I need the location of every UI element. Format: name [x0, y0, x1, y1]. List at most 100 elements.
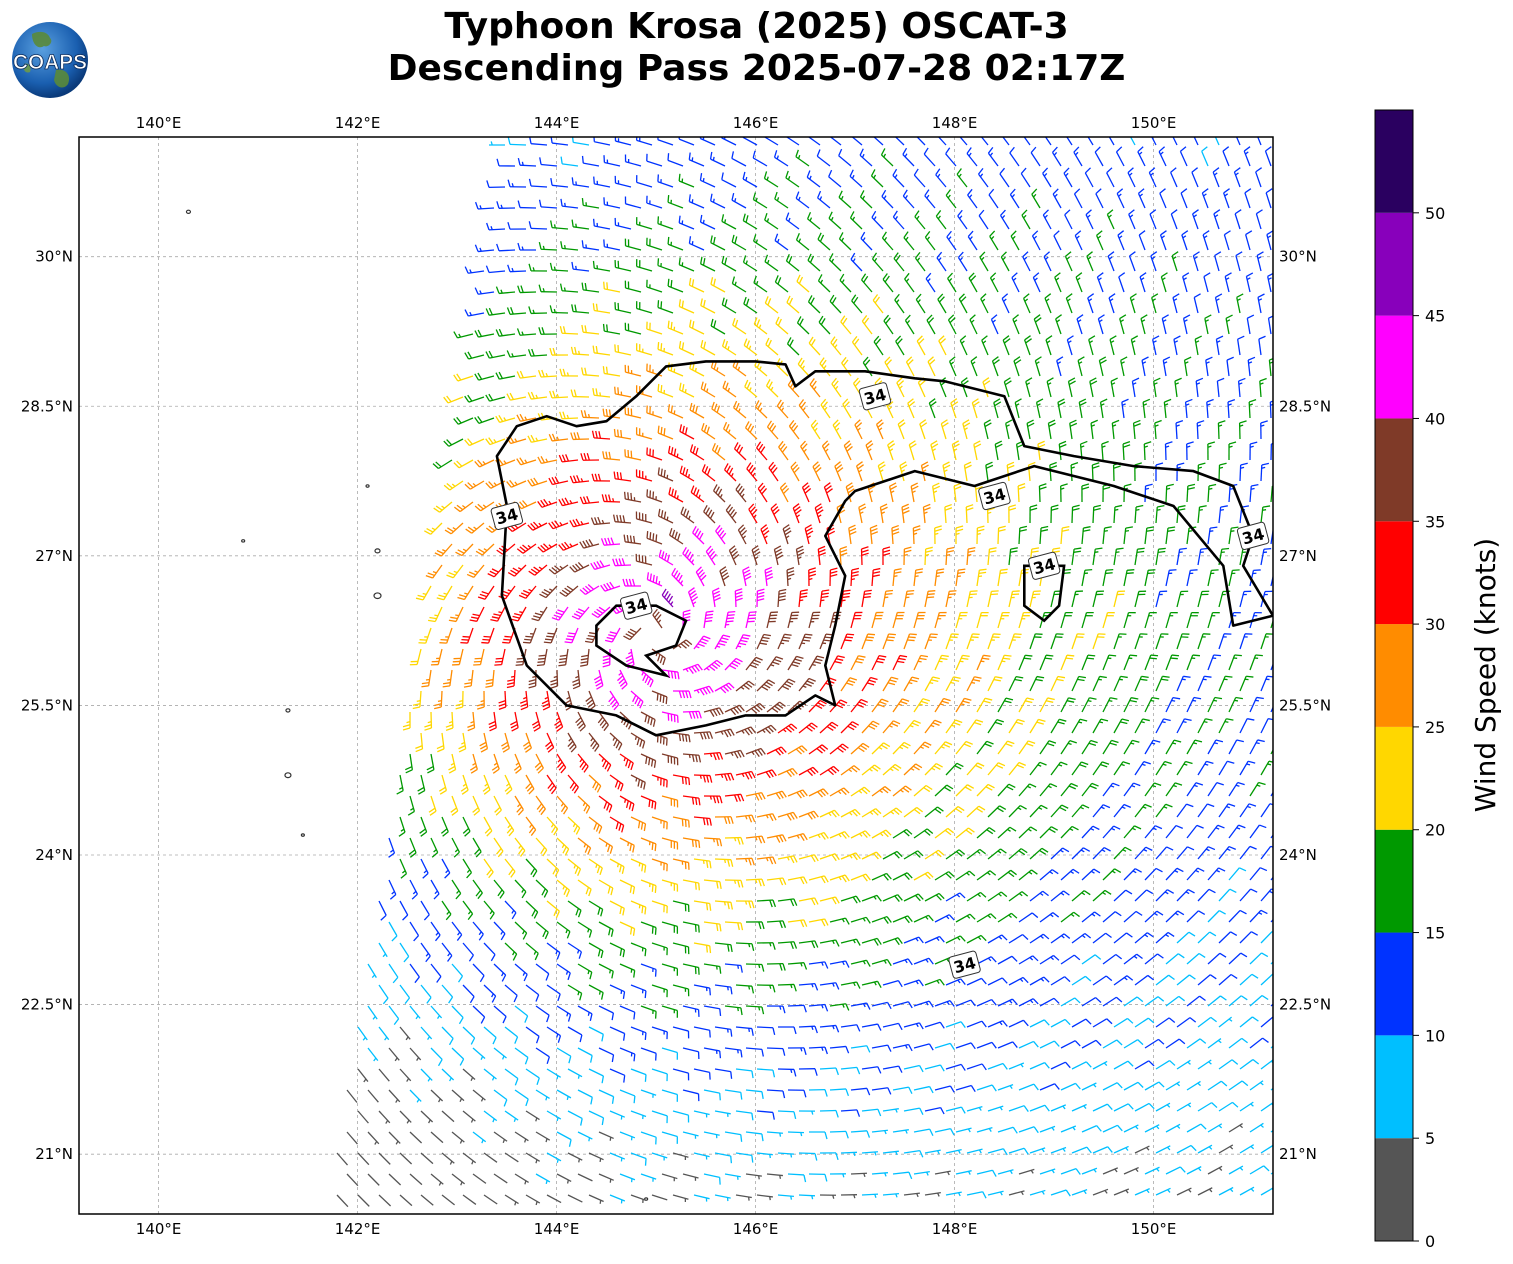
- wind-barb: [966, 1148, 983, 1154]
- wind-barb: [537, 498, 558, 508]
- wind-barb: [581, 240, 600, 251]
- wind-barb: [1018, 697, 1035, 713]
- wind-barb: [1165, 526, 1176, 545]
- wind-barb: [592, 387, 611, 398]
- wind-barb: [787, 1047, 807, 1056]
- wind-barb: [462, 1194, 477, 1205]
- wind-barb: [516, 328, 537, 336]
- wind-barb: [1134, 846, 1153, 860]
- wind-barb: [1018, 1083, 1039, 1091]
- wind-barb: [588, 858, 603, 876]
- wind-barb: [558, 497, 579, 507]
- wind-barb: [1197, 974, 1217, 986]
- wind-barb: [1047, 419, 1056, 440]
- wind-barb: [651, 1068, 668, 1082]
- wind-barb: [1008, 504, 1017, 524]
- wind-barb: [854, 419, 863, 440]
- colorbar-tick-label: 5: [1425, 1129, 1435, 1148]
- wind-barb: [546, 774, 557, 795]
- colorbar-bin: [1375, 1138, 1413, 1241]
- wind-barb: [1029, 890, 1049, 902]
- wind-barb: [823, 482, 833, 503]
- wind-barb: [1066, 335, 1074, 356]
- wind-barb: [1123, 996, 1144, 1007]
- wind-barb: [1123, 654, 1138, 671]
- wind-barb: [903, 850, 924, 860]
- wind-barb: [559, 411, 579, 420]
- wind-barb: [766, 701, 786, 713]
- wind-barb: [829, 655, 845, 671]
- wind-barb: [1064, 251, 1073, 272]
- wind-barb: [733, 400, 747, 419]
- wind-barb: [839, 545, 848, 566]
- wind-barb: [590, 516, 611, 526]
- wind-barb: [1039, 1040, 1060, 1049]
- wind-barb: [849, 169, 863, 188]
- wind-barb: [678, 137, 695, 146]
- wind-barb: [1134, 1017, 1155, 1028]
- wind-barb: [914, 210, 926, 230]
- wind-barb: [987, 977, 1008, 986]
- wind-barb: [924, 935, 945, 944]
- wind-barb: [441, 1152, 455, 1165]
- wind-barb: [619, 1173, 636, 1183]
- wind-barb: [1228, 867, 1247, 881]
- wind-barb: [861, 937, 882, 946]
- wind-barb: [735, 726, 756, 736]
- wind-barb: [798, 810, 819, 820]
- wind-barb: [581, 324, 600, 335]
- wind-barb: [1201, 188, 1209, 209]
- wind-barb: [451, 921, 463, 941]
- wind-barb: [630, 984, 647, 999]
- wind-barb: [1039, 525, 1049, 545]
- wind-barb: [1158, 146, 1167, 167]
- wind-barb: [504, 984, 518, 1003]
- wind-barb: [1249, 739, 1265, 755]
- wind-barb: [1092, 718, 1109, 734]
- wind-barb: [570, 432, 590, 441]
- wind-barb: [462, 1152, 477, 1165]
- wind-barb: [1113, 633, 1127, 650]
- wind-barb: [858, 503, 867, 524]
- wind-barb: [1249, 654, 1263, 671]
- wind-barb: [719, 566, 730, 587]
- wind-barb: [438, 774, 448, 795]
- wind-barb: [682, 921, 700, 933]
- wind-barb: [892, 1129, 909, 1134]
- wind-barb: [934, 827, 954, 839]
- wind-barb: [1180, 188, 1188, 209]
- wind-barb: [640, 1131, 657, 1145]
- wind-barb: [821, 440, 831, 461]
- wind-barb: [609, 774, 624, 792]
- wind-barb: [1249, 867, 1268, 881]
- wind-barb: [1087, 293, 1095, 314]
- wind-barb: [865, 440, 874, 461]
- wind-barb: [1270, 662, 1273, 671]
- wind-barb: [934, 784, 954, 797]
- wind-barb: [795, 149, 810, 167]
- wind-barb: [1197, 1059, 1212, 1070]
- wind-barb: [745, 878, 765, 887]
- wind-barb: [477, 585, 495, 600]
- wind-barb: [1128, 209, 1136, 230]
- wind-barb: [840, 589, 851, 608]
- wind-barb: [1113, 547, 1124, 566]
- wind-barb: [535, 1089, 550, 1101]
- wind-barb: [1029, 847, 1049, 860]
- wind-barb: [1249, 781, 1266, 797]
- wind-barb: [994, 440, 1003, 461]
- wind-barb: [1134, 932, 1154, 944]
- wind-barb: [871, 252, 884, 272]
- wind-barb: [808, 336, 821, 356]
- wind-barb: [774, 191, 789, 209]
- wind-barb: [1224, 272, 1232, 293]
- wind-barb: [787, 789, 808, 799]
- wind-barb: [1008, 675, 1024, 692]
- wind-barb: [1228, 1037, 1248, 1049]
- wind-barb: [1018, 654, 1033, 671]
- wind-barb: [919, 419, 928, 440]
- wind-barb: [987, 1105, 1004, 1112]
- wind-barb: [1202, 230, 1210, 251]
- wind-barb: [945, 849, 966, 860]
- wind-barb: [745, 702, 766, 714]
